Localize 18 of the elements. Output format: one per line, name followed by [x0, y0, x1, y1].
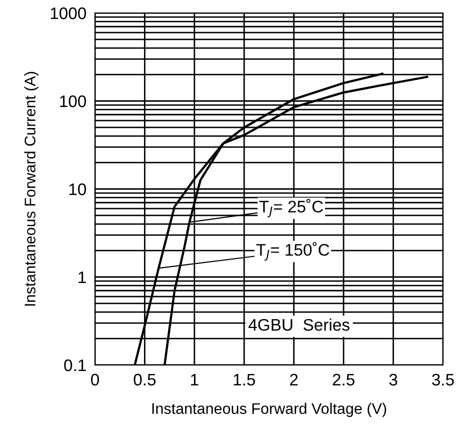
x-tick-label: 1.5 — [234, 374, 256, 386]
y-axis-title: Instantaneous Forward Current (A) — [24, 72, 38, 306]
y-tick-label: 0.1 — [64, 359, 86, 372]
x-tick-label: 2 — [290, 374, 298, 386]
x-tick-label: 0.5 — [134, 374, 156, 386]
x-tick-label: 3.5 — [432, 374, 454, 386]
y-tick-label: 1 — [78, 272, 86, 284]
x-tick-label: 0 — [91, 374, 99, 386]
y-tick-label: 1000 — [50, 7, 86, 20]
annotation: T$_{J}$= 25˚C — [259, 198, 323, 218]
annotation: T$_{J}$= 150˚C — [256, 242, 330, 261]
x-tick-label: 1 — [191, 374, 198, 386]
y-tick-label: 10 — [69, 183, 86, 196]
x-axis-title: Instantaneous Forward Voltage (V) — [152, 402, 386, 417]
x-tick-label: 2.5 — [332, 374, 354, 386]
x-tick-label: 3 — [389, 374, 398, 386]
y-tick-label: 100 — [60, 95, 86, 108]
annotation: 4GBU Series — [248, 318, 350, 331]
